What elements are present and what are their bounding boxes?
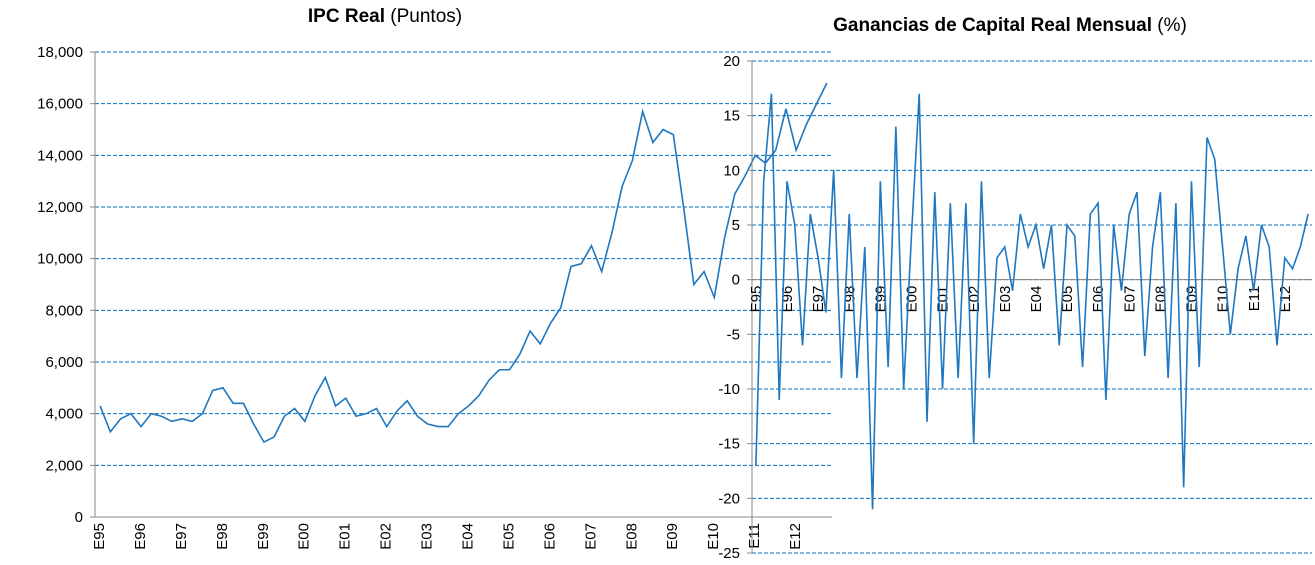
y-tick-label: 5 xyxy=(732,217,740,234)
x-tick-label: E04 xyxy=(1028,286,1045,313)
x-tick-label: E02 xyxy=(378,523,395,550)
y-tick-label: 0 xyxy=(75,509,83,526)
y-tick-label: 15 xyxy=(723,108,740,125)
x-tick-label: E03 xyxy=(997,286,1014,313)
x-tick-label: E06 xyxy=(541,523,558,550)
x-tick-label: E09 xyxy=(664,523,681,550)
x-tick-label: E98 xyxy=(214,523,231,550)
y-tick-label: 10 xyxy=(723,162,740,179)
x-tick-label: E03 xyxy=(419,523,436,550)
chart-title: Ganancias de Capital Real Mensual (%) xyxy=(833,15,1187,36)
x-tick-label: E96 xyxy=(779,286,796,313)
x-tick-label: E07 xyxy=(582,523,599,550)
x-tick-label: E00 xyxy=(904,286,921,313)
x-tick-label: E11 xyxy=(1246,286,1263,312)
x-tick-label: E04 xyxy=(460,523,477,550)
x-tick-label: E01 xyxy=(935,286,952,313)
y-tick-label: 8,000 xyxy=(45,302,83,319)
y-tick-label: 2,000 xyxy=(45,457,83,474)
x-tick-label: E12 xyxy=(1277,286,1294,313)
y-tick-label: 12,000 xyxy=(37,199,83,216)
x-tick-label: E00 xyxy=(296,523,313,550)
x-tick-label: E08 xyxy=(623,523,640,550)
x-tick-label: E01 xyxy=(337,523,354,550)
y-tick-label: -15 xyxy=(718,436,740,453)
y-tick-label: -10 xyxy=(718,381,740,398)
x-tick-label: E05 xyxy=(500,523,517,550)
x-tick-label: E10 xyxy=(1215,286,1232,313)
title-main: Ganancias de Capital Real Mensual xyxy=(833,15,1152,36)
chart-title: IPC Real (Puntos) xyxy=(308,6,462,27)
data-line xyxy=(755,93,1309,510)
y-tick-label: 10,000 xyxy=(37,251,83,268)
y-tick-label: 20 xyxy=(723,53,740,70)
y-tick-label: 0 xyxy=(732,272,740,289)
y-tick-label: 4,000 xyxy=(45,406,83,423)
y-tick-label: 16,000 xyxy=(37,96,83,113)
x-tick-label: E95 xyxy=(91,523,108,550)
x-tick-label: E12 xyxy=(787,523,804,550)
y-tick-label: 18,000 xyxy=(37,44,83,61)
x-tick-label: E06 xyxy=(1090,286,1107,313)
x-tick-label: E07 xyxy=(1121,286,1138,313)
x-tick-label: E08 xyxy=(1152,286,1169,313)
title-main: IPC Real xyxy=(308,6,385,27)
y-tick-label: -25 xyxy=(718,545,740,562)
y-tick-label: 14,000 xyxy=(37,147,83,164)
x-tick-label: E95 xyxy=(748,286,765,313)
title-unit: (%) xyxy=(1157,15,1187,36)
x-tick-label: E99 xyxy=(255,523,272,550)
data-line xyxy=(99,82,828,444)
x-tick-label: E96 xyxy=(132,523,149,550)
y-tick-label: 6,000 xyxy=(45,354,83,371)
y-tick-label: -20 xyxy=(718,490,740,507)
x-tick-label: E09 xyxy=(1184,286,1201,313)
x-tick-label: E99 xyxy=(872,286,889,313)
x-tick-label: E10 xyxy=(705,523,722,550)
x-tick-label: E98 xyxy=(841,286,858,313)
title-unit: (Puntos) xyxy=(390,6,462,27)
x-tick-label: E11 xyxy=(746,523,763,549)
x-tick-label: E97 xyxy=(173,523,190,550)
y-tick-label: -5 xyxy=(727,326,740,343)
